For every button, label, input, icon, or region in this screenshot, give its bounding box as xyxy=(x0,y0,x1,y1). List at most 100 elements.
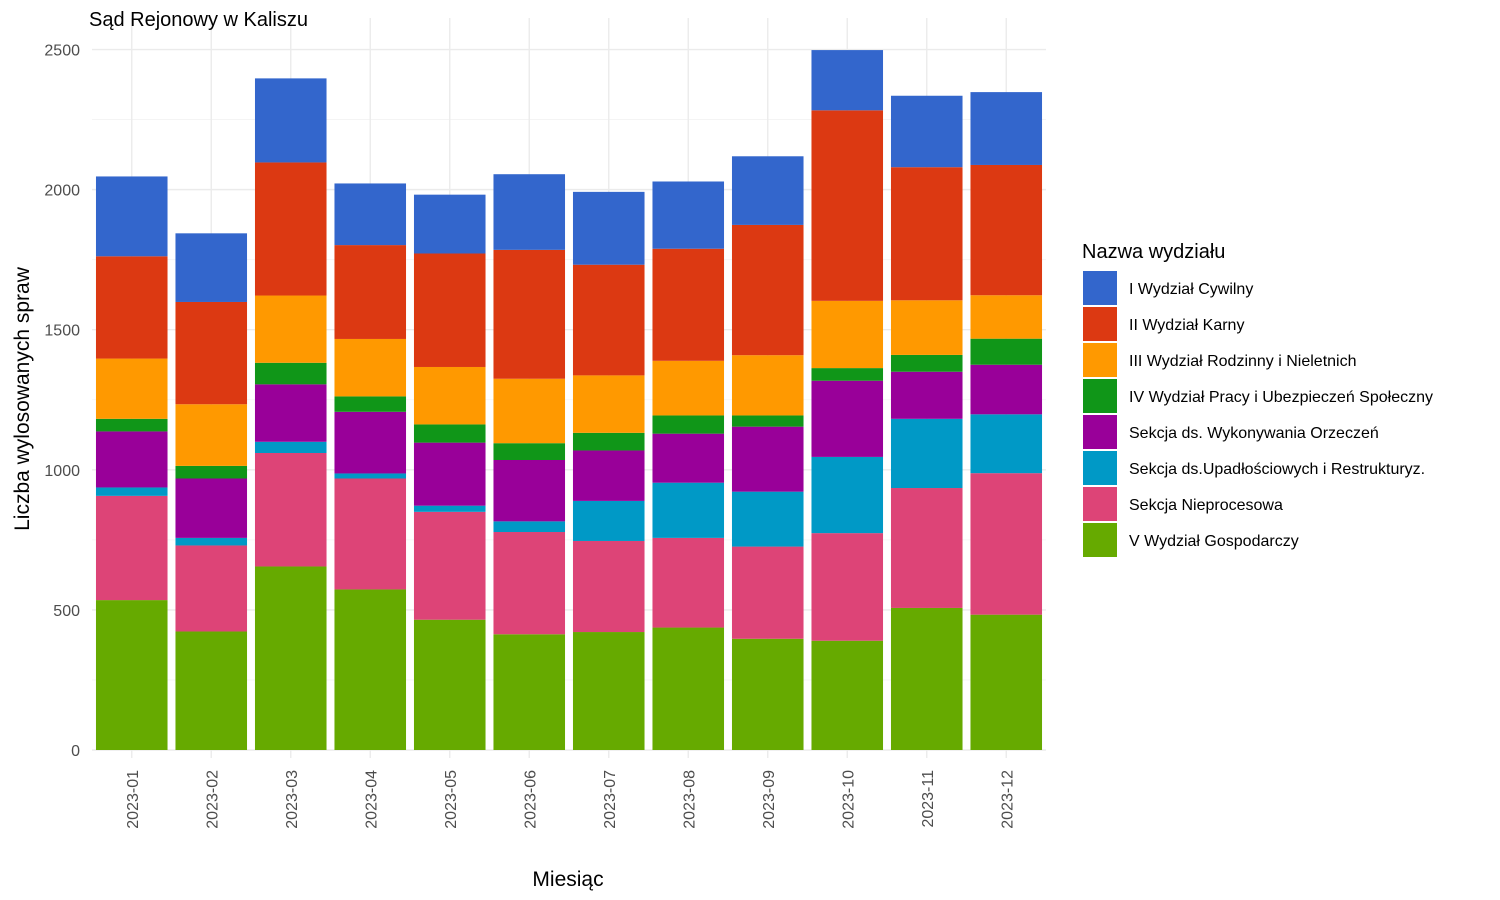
bar-segment xyxy=(493,460,566,522)
bar-segment xyxy=(731,415,804,427)
bar-segment xyxy=(890,354,963,372)
bar-segment xyxy=(413,619,486,750)
bar-segment xyxy=(572,632,645,750)
bar-segment xyxy=(811,456,884,534)
x-tick-label: 2023-09 xyxy=(761,770,778,829)
bar-segment xyxy=(493,174,566,250)
y-tick-label: 2500 xyxy=(44,43,80,60)
x-tick-label: 2023-11 xyxy=(920,770,937,828)
x-tick-label: 2023-06 xyxy=(522,770,539,829)
bar-segment xyxy=(731,355,804,416)
legend-label: IV Wydział Pracy i Ubezpieczeń Społeczny xyxy=(1129,389,1433,406)
x-tick-label: 2023-04 xyxy=(363,770,380,829)
bar-segment xyxy=(413,442,486,506)
legend-label: V Wydział Gospodarczy xyxy=(1129,533,1299,550)
bar-segment xyxy=(652,415,725,434)
bar-segment xyxy=(175,301,248,405)
bar-segment xyxy=(334,183,407,246)
legend: Nazwa wydziału I Wydział Cywilny II Wydzi… xyxy=(1082,241,1433,557)
legend-swatch xyxy=(1083,415,1117,449)
legend-swatch xyxy=(1083,523,1117,557)
bar-segment xyxy=(95,487,168,496)
bar-segment xyxy=(413,366,486,425)
legend-label: Sekcja ds.Upadłościowych i Restrukturyz. xyxy=(1129,461,1425,478)
bar-segment xyxy=(970,473,1043,615)
legend-label: III Wydział Rodzinny i Nieletnich xyxy=(1129,353,1357,370)
bar-segment xyxy=(731,156,804,225)
bar-segment xyxy=(970,295,1043,339)
bar-segment xyxy=(572,191,645,265)
legend-title: Nazwa wydziału xyxy=(1082,241,1225,263)
bar-segment xyxy=(254,452,327,567)
bar-segment xyxy=(175,478,248,538)
bar-segment xyxy=(413,424,486,443)
bar-segment xyxy=(254,441,327,453)
bar-segment xyxy=(493,249,566,379)
bar-segment xyxy=(572,500,645,541)
bar-segment xyxy=(890,488,963,608)
y-tick-label: 500 xyxy=(53,603,80,620)
bar-segment xyxy=(493,443,566,461)
bar-segment xyxy=(731,224,804,356)
bar-segment xyxy=(95,176,168,257)
legend-swatch xyxy=(1083,379,1117,413)
x-tick-label: 2023-12 xyxy=(999,770,1016,829)
bar-segment xyxy=(970,92,1043,165)
bar-segment xyxy=(175,537,248,546)
bar-segment xyxy=(652,248,725,361)
bar-segment xyxy=(334,245,407,339)
y-axis-title: Liczba wylosowanych spraw xyxy=(11,266,34,531)
bar-segment xyxy=(731,638,804,750)
bar-segment xyxy=(652,627,725,750)
legend-swatch xyxy=(1083,451,1117,485)
x-tick-label: 2023-01 xyxy=(125,770,142,829)
bar-segment xyxy=(572,264,645,376)
bar-segment xyxy=(811,640,884,750)
bar-segment xyxy=(334,478,407,590)
bar-segment xyxy=(413,253,486,367)
x-axis-ticks: 2023-01 2023-02 2023-03 2023-04 2023-05 2023-… xyxy=(125,770,1017,829)
bar-segment xyxy=(970,364,1043,415)
bar-segment xyxy=(890,167,963,301)
bar-segment xyxy=(254,295,327,363)
bar-segment xyxy=(254,362,327,385)
bar-segment xyxy=(572,432,645,451)
y-tick-label: 0 xyxy=(71,743,80,760)
bar-segment xyxy=(95,495,168,601)
bar-segment xyxy=(334,396,407,412)
x-tick-label: 2023-07 xyxy=(602,770,619,829)
bar-segment xyxy=(493,521,566,533)
bar-segment xyxy=(811,533,884,641)
bar-segment xyxy=(572,375,645,433)
bar-segment xyxy=(334,338,407,397)
x-tick-label: 2023-03 xyxy=(284,770,301,829)
bar-segment xyxy=(890,95,963,168)
bar-segment xyxy=(95,358,168,419)
bar-segment xyxy=(413,194,486,254)
y-tick-label: 2000 xyxy=(44,183,80,200)
bar-segment xyxy=(413,505,486,512)
bar-segment xyxy=(572,450,645,501)
bar-segment xyxy=(254,566,327,750)
legend-swatch xyxy=(1083,487,1117,521)
bar-segment xyxy=(811,50,884,111)
bar-segment xyxy=(890,418,963,489)
bar-segment xyxy=(175,404,248,466)
bar-segment xyxy=(334,473,407,479)
bar-segment xyxy=(811,380,884,457)
bar-segment xyxy=(811,110,884,301)
bar-segment xyxy=(175,545,248,632)
bar-segment xyxy=(970,414,1043,474)
legend-label: II Wydział Karny xyxy=(1129,317,1244,334)
bar-segment xyxy=(652,537,725,628)
bar-segment xyxy=(493,532,566,635)
bar-segment xyxy=(970,338,1043,365)
legend-swatch xyxy=(1083,271,1117,305)
bar-segment xyxy=(334,411,407,474)
bar-segment xyxy=(95,600,168,750)
legend-label: Sekcja ds. Wykonywania Orzeczeń xyxy=(1129,425,1379,442)
bar-segment xyxy=(254,78,327,163)
x-tick-label: 2023-02 xyxy=(204,770,221,829)
y-tick-label: 1000 xyxy=(44,463,80,480)
